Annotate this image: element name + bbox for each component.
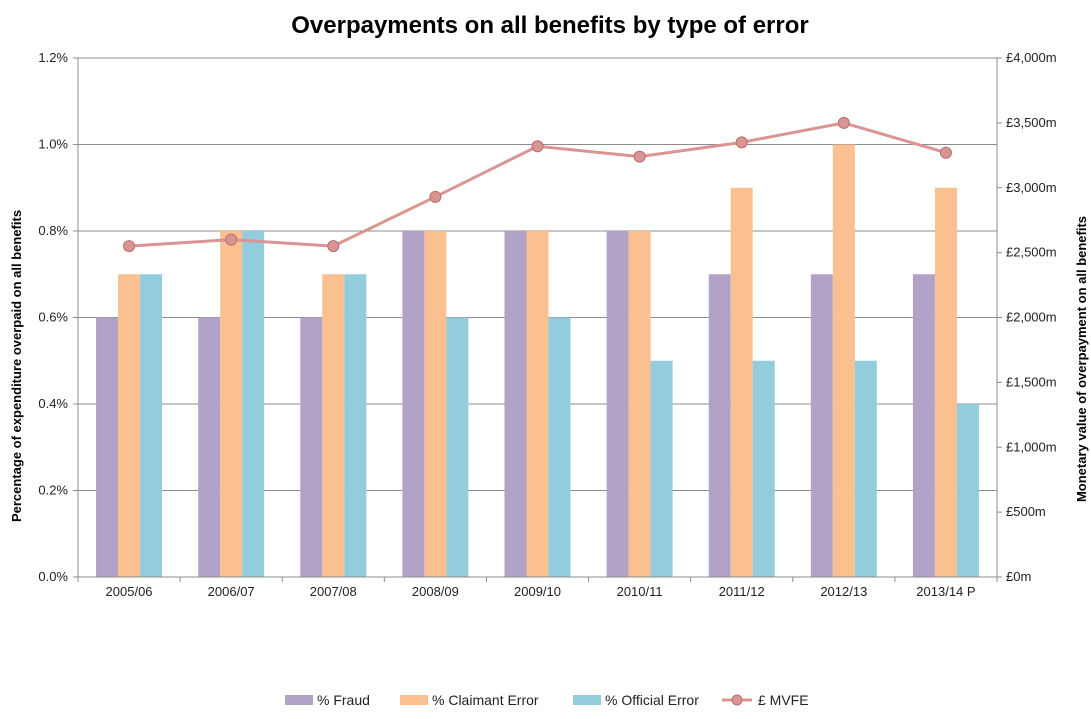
bar: [424, 231, 447, 577]
x-tick-label: 2007/08: [310, 584, 357, 599]
mvfe-point: [633, 150, 646, 163]
x-tick-label: 2006/07: [208, 584, 255, 599]
bar: [242, 231, 265, 577]
bar: [322, 274, 345, 577]
y-left-tick-label: 0.8%: [38, 223, 68, 238]
x-tick-label: 2008/09: [412, 584, 459, 599]
legend: % Fraud % Claimant Error % Official Error £…: [285, 692, 809, 708]
legend-swatch: [573, 695, 601, 705]
bar: [832, 144, 855, 577]
bar: [934, 187, 957, 577]
y-left-tick-label: 1.2%: [38, 50, 68, 65]
x-tick-label: 2010/11: [617, 584, 663, 599]
bar: [140, 274, 163, 577]
mvfe-point: [837, 116, 850, 129]
bar: [752, 360, 775, 577]
bar: [956, 404, 979, 577]
legend-label: £ MVFE: [758, 692, 809, 708]
bars: [96, 144, 979, 577]
bar: [650, 360, 673, 577]
y-axis-left-title: Percentage of expenditure overpaid on al…: [9, 210, 24, 522]
mvfe-point: [327, 240, 340, 253]
bar: [220, 231, 243, 577]
y-left-tick-label: 1.0%: [38, 137, 68, 152]
bar: [300, 317, 323, 577]
bar: [96, 317, 119, 577]
y-right-tick-label: £4,000m: [1006, 50, 1057, 65]
mvfe-point: [225, 233, 238, 246]
x-tick-label: 2012/13: [820, 584, 867, 599]
mvfe-point: [735, 136, 748, 149]
bar: [628, 231, 651, 577]
bar: [446, 317, 469, 577]
y-right-tick-label: £3,000m: [1006, 180, 1057, 195]
mvfe-line: [123, 116, 952, 253]
bar: [912, 274, 935, 577]
legend-label: % Official Error: [605, 692, 699, 708]
y-left-tick-label: 0.2%: [38, 483, 68, 498]
y-right-tick-label: £0m: [1006, 569, 1031, 584]
y-right-tick-label: £3,500m: [1006, 115, 1057, 130]
bar: [730, 187, 753, 577]
y-left-tick-label: 0.4%: [38, 396, 68, 411]
legend-label: % Claimant Error: [432, 692, 539, 708]
chart-title: Overpayments on all benefits by type of …: [291, 12, 808, 39]
bar: [708, 274, 731, 577]
axes: [73, 57, 1002, 582]
mvfe-point: [939, 146, 952, 159]
y-axis-right-title: Monetary value of overpayment on all ben…: [1074, 216, 1089, 502]
legend-swatch: [400, 695, 428, 705]
mvfe-point: [429, 190, 442, 203]
bar: [402, 231, 425, 577]
x-tick-label: 2011/12: [719, 584, 765, 599]
bar: [854, 360, 877, 577]
y-right-tick-label: £500m: [1006, 504, 1046, 519]
x-tick-label: 2013/14 P: [916, 584, 975, 599]
x-tick-label: 2005/06: [106, 584, 153, 599]
bar: [344, 274, 367, 577]
tick-labels: 0.0% 0.2% 0.4% 0.6% 0.8% 1.0% 1.2% £0m £500m £1,0…: [38, 50, 1056, 599]
mvfe-point: [123, 240, 136, 253]
bar: [548, 317, 571, 577]
bar: [504, 231, 527, 577]
bar: [526, 231, 549, 577]
bar: [810, 274, 833, 577]
legend-label: % Fraud: [317, 692, 370, 708]
y-right-tick-label: £1,000m: [1006, 439, 1057, 454]
bar: [198, 317, 221, 577]
y-right-tick-label: £1,500m: [1006, 374, 1057, 389]
x-tick-label: 2009/10: [514, 584, 561, 599]
legend-swatch: [285, 695, 313, 705]
mvfe-point: [531, 140, 544, 153]
y-right-tick-label: £2,000m: [1006, 310, 1057, 325]
y-left-tick-label: 0.6%: [38, 310, 68, 325]
y-left-tick-label: 0.0%: [38, 569, 68, 584]
bar: [118, 274, 141, 577]
y-right-tick-label: £2,500m: [1006, 245, 1057, 260]
bar: [606, 231, 629, 577]
legend-marker: [731, 694, 743, 706]
